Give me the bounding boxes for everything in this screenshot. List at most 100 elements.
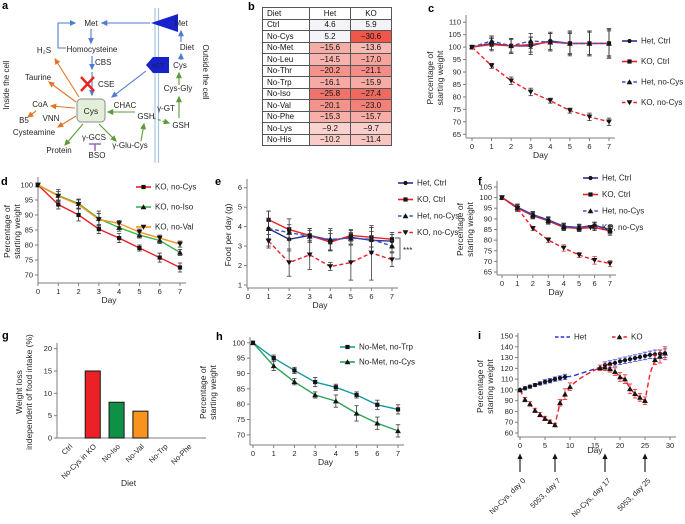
panel-b: b Diet Het KO Ctrl 4.6 5.9 No-Cys 5.2 −30.6 No-Me… bbox=[244, 0, 394, 170]
table-row: No-Cys 5.2 −30.6 bbox=[262, 30, 392, 43]
svg-text:1: 1 bbox=[272, 449, 276, 458]
svg-text:No-Iso: No-Iso bbox=[100, 442, 122, 464]
table-row: No-His −10.2 −11.4 bbox=[262, 133, 392, 146]
svg-text:75: 75 bbox=[25, 255, 33, 264]
svg-text:3: 3 bbox=[308, 292, 312, 301]
table-cell: No-Cys bbox=[262, 30, 310, 43]
svg-text:Percentage of: Percentage of bbox=[425, 51, 435, 105]
table-row: No-Val −20.1 −23.0 bbox=[262, 99, 392, 112]
svg-text:Food per day (g): Food per day (g) bbox=[223, 203, 233, 266]
table-cell: −25.8 bbox=[309, 87, 351, 100]
node-cysteamine: Cysteamine bbox=[13, 128, 56, 137]
panel-d-canvas: 70 75 80 85 90 95 100 0 1 2 3 4 5 6 7 Percentage of star… bbox=[2, 177, 196, 305]
svg-text:KO: KO bbox=[631, 333, 643, 342]
svg-text:70: 70 bbox=[237, 430, 245, 439]
panel-g-label: g bbox=[2, 330, 9, 342]
svg-text:70: 70 bbox=[453, 117, 461, 126]
panel-e-label: e bbox=[215, 176, 222, 188]
svg-text:95: 95 bbox=[484, 204, 492, 213]
svg-text:1: 1 bbox=[56, 287, 60, 296]
table-row: No-Leu −14.5 −17.0 bbox=[262, 53, 392, 66]
table-cell: No-Met bbox=[262, 41, 310, 54]
diet-weight-table: Diet Het KO Ctrl 4.6 5.9 No-Cys 5.2 −30.6 No-Met −… bbox=[262, 7, 394, 146]
panel-h-label: h bbox=[216, 331, 223, 343]
svg-text:7: 7 bbox=[396, 449, 400, 458]
svg-text:Percentage of: Percentage of bbox=[200, 365, 208, 419]
svg-text:Day: Day bbox=[533, 150, 549, 160]
table-cell: −15.9 bbox=[350, 76, 392, 89]
svg-text:85: 85 bbox=[237, 384, 245, 393]
svg-text:5: 5 bbox=[349, 292, 353, 301]
table-cell: No-Phe bbox=[262, 110, 310, 123]
svg-text:70: 70 bbox=[505, 418, 513, 427]
svg-text:Percentage of: Percentage of bbox=[2, 204, 12, 258]
panel-h-canvas: 70 75 80 85 90 95 100 0 1 2 3 4 5 6 7 Percentage of star… bbox=[198, 337, 415, 467]
svg-text:20: 20 bbox=[616, 441, 624, 450]
svg-text:80: 80 bbox=[505, 407, 513, 416]
svg-text:Day: Day bbox=[101, 295, 117, 305]
svg-text:100: 100 bbox=[479, 193, 492, 202]
table-cell: −15.7 bbox=[350, 110, 392, 123]
svg-text:Day: Day bbox=[318, 457, 334, 467]
svg-text:100: 100 bbox=[500, 385, 513, 394]
table-cell: −20.1 bbox=[309, 99, 351, 112]
svg-text:4: 4 bbox=[117, 287, 121, 296]
svg-text:Day: Day bbox=[548, 287, 564, 297]
svg-text:85: 85 bbox=[484, 225, 492, 234]
node-ggcs: γ-GCS bbox=[82, 133, 106, 142]
node-ggt: γ-GT bbox=[157, 104, 175, 113]
svg-text:70: 70 bbox=[484, 257, 492, 266]
svg-text:6: 6 bbox=[375, 449, 379, 458]
node-h2s: H₂S bbox=[37, 46, 51, 55]
svg-text:25: 25 bbox=[641, 441, 649, 450]
svg-text:No-Met, no-Trp: No-Met, no-Trp bbox=[359, 343, 413, 352]
node-b5: B5 bbox=[19, 116, 29, 125]
diet-table: Diet Het KO Ctrl 4.6 5.9 No-Cys 5.2 −30.6 No-Met −… bbox=[262, 7, 392, 146]
node-xct: xCT bbox=[152, 63, 164, 70]
svg-text:5: 5 bbox=[48, 411, 52, 420]
svg-text:75: 75 bbox=[484, 246, 492, 255]
svg-text:90: 90 bbox=[484, 214, 492, 223]
table-cell: 4.6 bbox=[309, 18, 351, 31]
svg-text:3: 3 bbox=[238, 242, 242, 251]
table-cell: −21.1 bbox=[350, 64, 392, 77]
svg-text:10: 10 bbox=[44, 389, 52, 398]
svg-text:2: 2 bbox=[287, 292, 291, 301]
svg-text:80: 80 bbox=[453, 92, 461, 101]
node-gsh_in: GSH bbox=[137, 112, 155, 121]
svg-text:5053, day 25: 5053, day 25 bbox=[615, 476, 652, 513]
svg-text:80: 80 bbox=[484, 236, 492, 245]
node-cysgly: Cys-Gly bbox=[164, 84, 192, 93]
svg-text:4: 4 bbox=[328, 292, 332, 301]
table-cell: 5.2 bbox=[309, 30, 351, 43]
svg-text:95: 95 bbox=[453, 55, 461, 64]
table-row: No-Thr −20.2 −21.1 bbox=[262, 64, 392, 77]
svg-text:5: 5 bbox=[577, 279, 581, 288]
svg-text:105: 105 bbox=[448, 30, 461, 39]
svg-text:Ctrl: Ctrl bbox=[60, 442, 75, 457]
node-protein: Protein bbox=[46, 146, 71, 155]
table-cell: No-Leu bbox=[262, 53, 310, 66]
svg-text:starting weight: starting weight bbox=[208, 364, 218, 419]
svg-text:4: 4 bbox=[562, 279, 566, 288]
svg-text:4: 4 bbox=[238, 222, 242, 231]
svg-text:starting weight: starting weight bbox=[465, 201, 475, 256]
table-header: KO bbox=[350, 7, 392, 20]
svg-text:65: 65 bbox=[484, 268, 492, 277]
svg-text:KO, no-Cys: KO, no-Cys bbox=[155, 183, 196, 192]
table-cell: −9.7 bbox=[350, 122, 392, 135]
panel-g-canvas: 0 5 10 15 20 Weight loss independent of food i… bbox=[14, 334, 206, 488]
table-cell: −14.5 bbox=[309, 53, 351, 66]
table-cell: −23.0 bbox=[350, 99, 392, 112]
node-chac: CHAC bbox=[114, 101, 137, 110]
svg-text:starting weight: starting weight bbox=[485, 358, 495, 413]
svg-text:2: 2 bbox=[292, 449, 296, 458]
table-row: Ctrl 4.6 5.9 bbox=[262, 18, 392, 31]
svg-text:3: 3 bbox=[529, 142, 533, 151]
svg-text:85: 85 bbox=[25, 225, 33, 234]
svg-text:7: 7 bbox=[607, 142, 611, 151]
panel-e: e 1 2 3 4 5 6 0 1 2 3 4 5 6 7 Food per day (g) Day Het, … bbox=[214, 170, 468, 328]
